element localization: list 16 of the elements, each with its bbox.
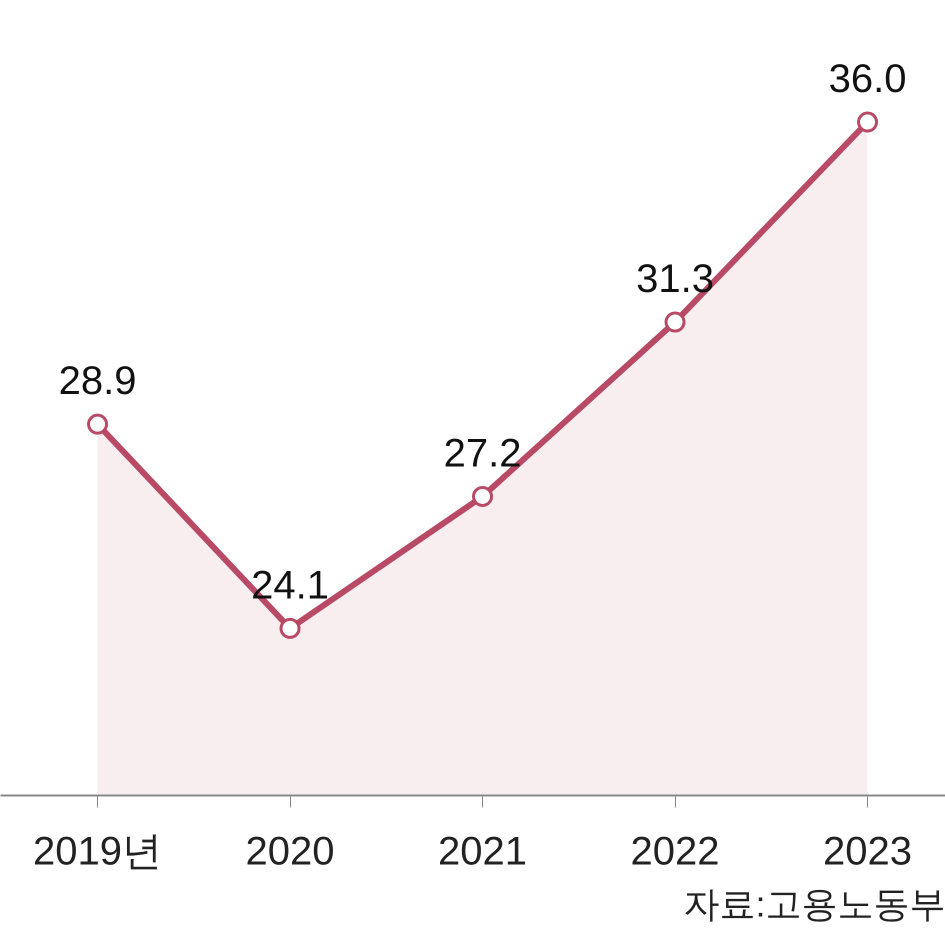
point xyxy=(87,414,108,435)
point xyxy=(857,112,878,133)
x-tick-label: 2020 xyxy=(246,830,335,874)
annotation: 자료:고용노동부 xyxy=(684,884,945,924)
point xyxy=(664,312,686,333)
data-label: 27.2 xyxy=(444,431,522,476)
x-tick-label: 2021 xyxy=(438,830,528,874)
x-tick-label: 2023 xyxy=(823,830,912,874)
point xyxy=(280,618,301,639)
data-label: 28.9 xyxy=(58,359,136,404)
data-label: 31.3 xyxy=(636,257,714,302)
x-tick-label: 2019년 xyxy=(33,830,162,874)
x-tick-label: 2022 xyxy=(630,830,720,874)
point xyxy=(472,486,494,507)
data-label: 36.0 xyxy=(828,57,906,102)
data-label: 24.1 xyxy=(251,563,329,608)
